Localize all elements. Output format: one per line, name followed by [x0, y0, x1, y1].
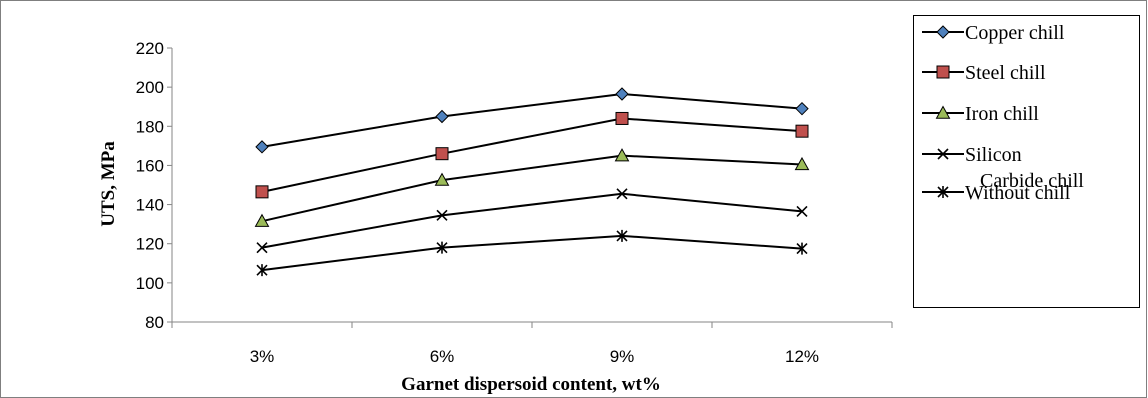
series-line: [261, 92, 803, 148]
x-axis-title: Garnet dispersoid content, wt%: [401, 374, 661, 395]
data-point: [434, 172, 450, 186]
y-tick-label: 180: [136, 117, 164, 136]
series-2: [255, 111, 809, 199]
y-tick-label: 220: [136, 39, 164, 58]
data-point: [436, 209, 448, 221]
legend-box: [913, 15, 1140, 308]
data-point: [435, 147, 449, 161]
legend-marker: [937, 186, 949, 198]
data-point: [255, 185, 269, 199]
series-3: [254, 148, 810, 227]
legend-label: Without chill: [965, 182, 1071, 204]
series-line: [261, 117, 803, 193]
x-axis: 3% 6% 9% 12%: [171, 321, 893, 366]
legend-label: Silicon Carbide chill: [965, 144, 1084, 192]
data-point: [796, 205, 808, 217]
legend-label: Copper chill: [965, 22, 1065, 44]
data-point: [435, 109, 449, 124]
data-point: [254, 213, 270, 227]
y-axis: 80 100 120 140 160 180 200 220: [136, 39, 173, 332]
legend-label: Steel chill: [965, 62, 1046, 84]
data-point: [615, 87, 629, 101]
legend-marker: [936, 25, 950, 39]
y-tick-label: 120: [136, 235, 164, 254]
data-point: [616, 188, 628, 200]
data-point: [795, 101, 809, 116]
y-tick-label: 140: [136, 196, 164, 215]
legend-marker: [935, 105, 951, 119]
series-4: [256, 188, 808, 254]
legend-entry: Silicon Carbide chill: [922, 144, 1084, 192]
data-point: [255, 140, 269, 154]
series-5: [256, 229, 808, 277]
y-axis-title: UTS, MPa: [98, 141, 119, 227]
data-point: [614, 148, 630, 162]
data-point: [616, 229, 628, 242]
data-point: [615, 111, 629, 125]
x-tick-label: 9%: [610, 347, 635, 366]
legend-entry: Without chill: [922, 182, 1071, 204]
legend-marker: [936, 65, 950, 79]
y-tick-label: 100: [136, 274, 164, 293]
data-point: [256, 264, 268, 277]
series-line: [261, 154, 803, 223]
x-tick-label: 3%: [250, 347, 275, 366]
legend-label: Iron chill: [965, 103, 1039, 125]
legend-entry: Steel chill: [922, 62, 1046, 84]
series-line: [261, 234, 803, 272]
y-tick-label: 80: [145, 313, 164, 332]
data-point: [256, 242, 268, 254]
plot-area: [254, 87, 810, 277]
series-1: [255, 87, 809, 154]
y-tick-label: 160: [136, 156, 164, 175]
x-tick-label: 6%: [430, 347, 455, 366]
x-tick-label: 12%: [785, 347, 819, 366]
legend: Copper chill Steel chill Iron chill Silicon…: [922, 22, 1084, 204]
legend-marker: [937, 148, 949, 160]
data-point: [794, 156, 810, 171]
series-line: [261, 192, 803, 249]
data-point: [436, 241, 448, 254]
legend-entry: Iron chill: [922, 103, 1039, 125]
data-point: [795, 124, 809, 138]
data-point: [796, 242, 808, 255]
y-tick-label: 200: [136, 78, 164, 97]
legend-entry: Copper chill: [922, 22, 1065, 44]
